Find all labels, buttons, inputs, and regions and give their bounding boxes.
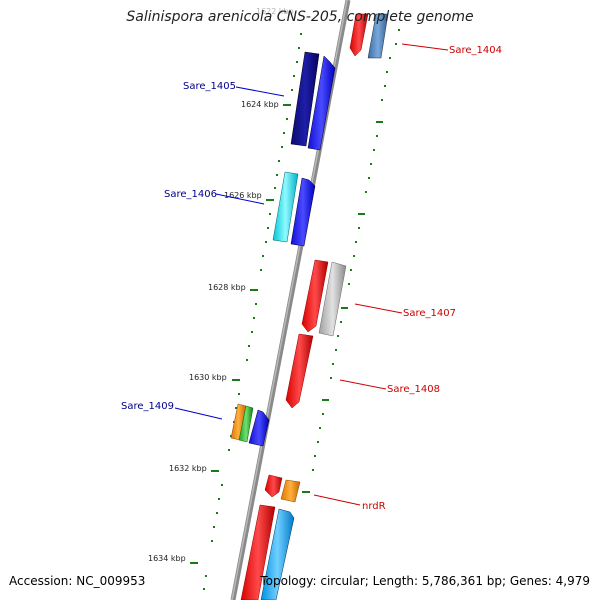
leader-lines xyxy=(174,43,449,506)
kbp-label: 1634 kbp xyxy=(148,554,186,563)
gene-arrow xyxy=(290,51,320,147)
kbp-label: 1632 kbp xyxy=(169,464,207,473)
kbp-label: 1628 kbp xyxy=(208,283,246,292)
gene-label-sare-1409: Sare_1409 xyxy=(121,401,174,412)
accession-text: Accession: NC_009953 xyxy=(9,574,146,588)
gene-arrow xyxy=(248,409,270,447)
gene-label-sare-1408: Sare_1408 xyxy=(387,384,440,395)
gene-label-sare-1407: Sare_1407 xyxy=(403,308,456,319)
gene-arrow xyxy=(238,405,254,443)
gene-label-sare-1406: Sare_1406 xyxy=(164,189,217,200)
gene-label-sare-1405: Sare_1405 xyxy=(183,81,236,92)
gene-arrow xyxy=(285,333,314,409)
gene-arrow xyxy=(240,504,276,600)
gene-arrow xyxy=(367,13,389,59)
gene-arrow xyxy=(280,479,301,503)
gene-arrow xyxy=(301,259,329,333)
left-tick-ladder xyxy=(190,33,302,590)
kbp-label: 1626 kbp xyxy=(224,191,262,200)
gene-label-nrdr: nrdR xyxy=(362,501,386,512)
gene-arrow xyxy=(272,171,299,243)
gene-arrow xyxy=(307,55,336,151)
kbp-label: 1622 kbp xyxy=(256,7,294,16)
gene-arrow xyxy=(349,13,369,57)
gene-arrow xyxy=(290,177,316,247)
gene-arrow xyxy=(318,261,347,337)
gene-arrow xyxy=(264,474,283,498)
gene-arrow xyxy=(260,508,295,600)
kbp-label: 1624 kbp xyxy=(241,100,279,109)
map-title: Salinispora arenicola CNS-205, complete … xyxy=(126,9,474,25)
right-tick-ladder xyxy=(302,29,400,493)
topology-text: Topology: circular; Length: 5,786,361 bp… xyxy=(260,574,590,588)
kbp-label: 1630 kbp xyxy=(189,373,227,382)
gene-label-sare-1404: Sare_1404 xyxy=(449,45,502,56)
